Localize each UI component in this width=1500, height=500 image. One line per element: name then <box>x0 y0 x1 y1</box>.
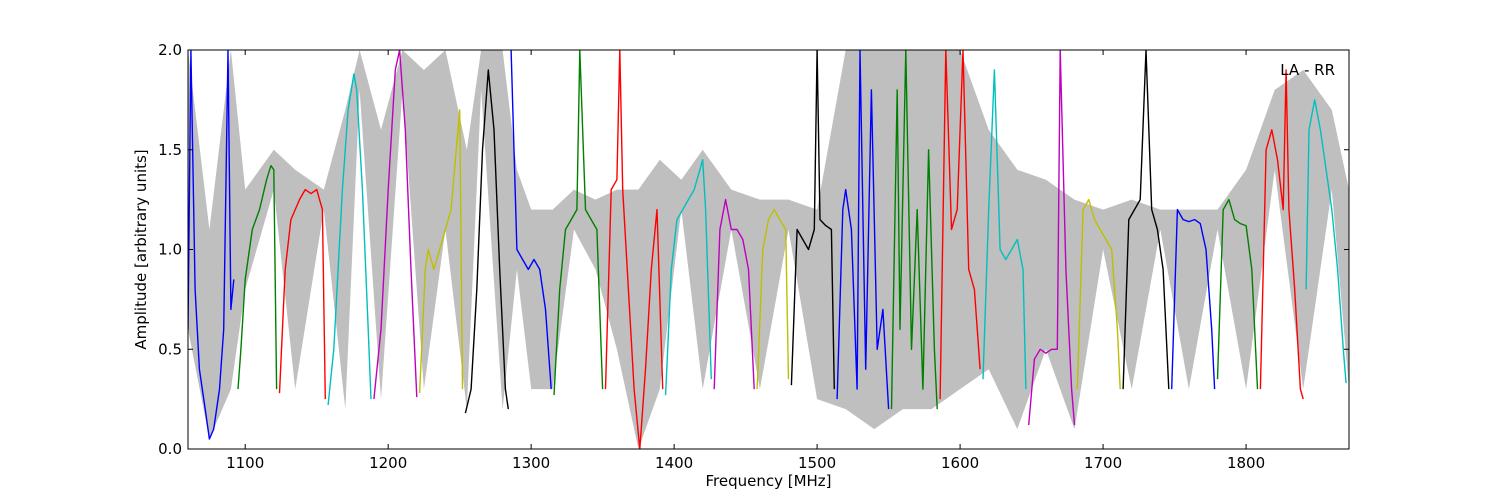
x-tick-label: 1400 <box>655 454 693 472</box>
y-tick-label: 0.5 <box>158 340 182 358</box>
x-axis-title: Frequency [MHz] <box>705 472 831 490</box>
series-line-1 <box>188 50 235 440</box>
series-line-9 <box>553 50 604 396</box>
series-line-18 <box>982 69 1027 390</box>
series-line-4 <box>327 73 372 406</box>
series-line-10 <box>604 50 664 449</box>
series-line-22 <box>1171 208 1216 390</box>
x-tick-label: 1800 <box>1227 454 1265 472</box>
series-line-8 <box>510 50 552 390</box>
series-line-20 <box>1076 198 1121 390</box>
series-line-7 <box>464 69 509 414</box>
y-axis-ticks: 0.0 0.5 1.0 1.5 2.0 <box>158 41 1349 458</box>
series-line-12 <box>713 198 755 390</box>
x-tick-label: 1700 <box>1084 454 1122 472</box>
series-line-19 <box>1028 50 1076 426</box>
series-line-6 <box>418 109 464 394</box>
series-line-13 <box>756 208 790 390</box>
y-tick-label: 1.5 <box>158 141 182 159</box>
x-tick-label: 1500 <box>798 454 836 472</box>
y-tick-label: 2.0 <box>158 41 182 59</box>
series-line-16 <box>890 50 938 410</box>
series-line-23 <box>1216 198 1259 390</box>
x-tick-label: 1300 <box>512 454 550 472</box>
series-line-2 <box>237 164 278 390</box>
series-line-24 <box>1259 69 1304 400</box>
x-tick-label: 1600 <box>941 454 979 472</box>
x-tick-label: 1100 <box>226 454 264 472</box>
y-axis-title: Amplitude [arbitrary units] <box>132 149 150 349</box>
series-line-17 <box>939 50 981 400</box>
series-line-15 <box>836 50 890 410</box>
plot-area <box>188 50 1349 449</box>
y-tick-label: 0.0 <box>158 440 182 458</box>
series-line-25 <box>1305 99 1347 384</box>
x-axis-ticks: 1100 1200 1300 1400 1500 1600 1700 1800 <box>226 50 1265 472</box>
series-line-5 <box>373 50 418 400</box>
y-tick-label: 1.0 <box>158 241 182 259</box>
plot-annotation: LA - RR <box>1280 61 1335 79</box>
background-envelope <box>188 50 1349 449</box>
series-line-3 <box>278 188 326 400</box>
x-tick-label: 1200 <box>369 454 407 472</box>
series-line-11 <box>664 158 712 396</box>
series-line-21 <box>1122 50 1170 390</box>
series-line-14 <box>790 50 835 390</box>
